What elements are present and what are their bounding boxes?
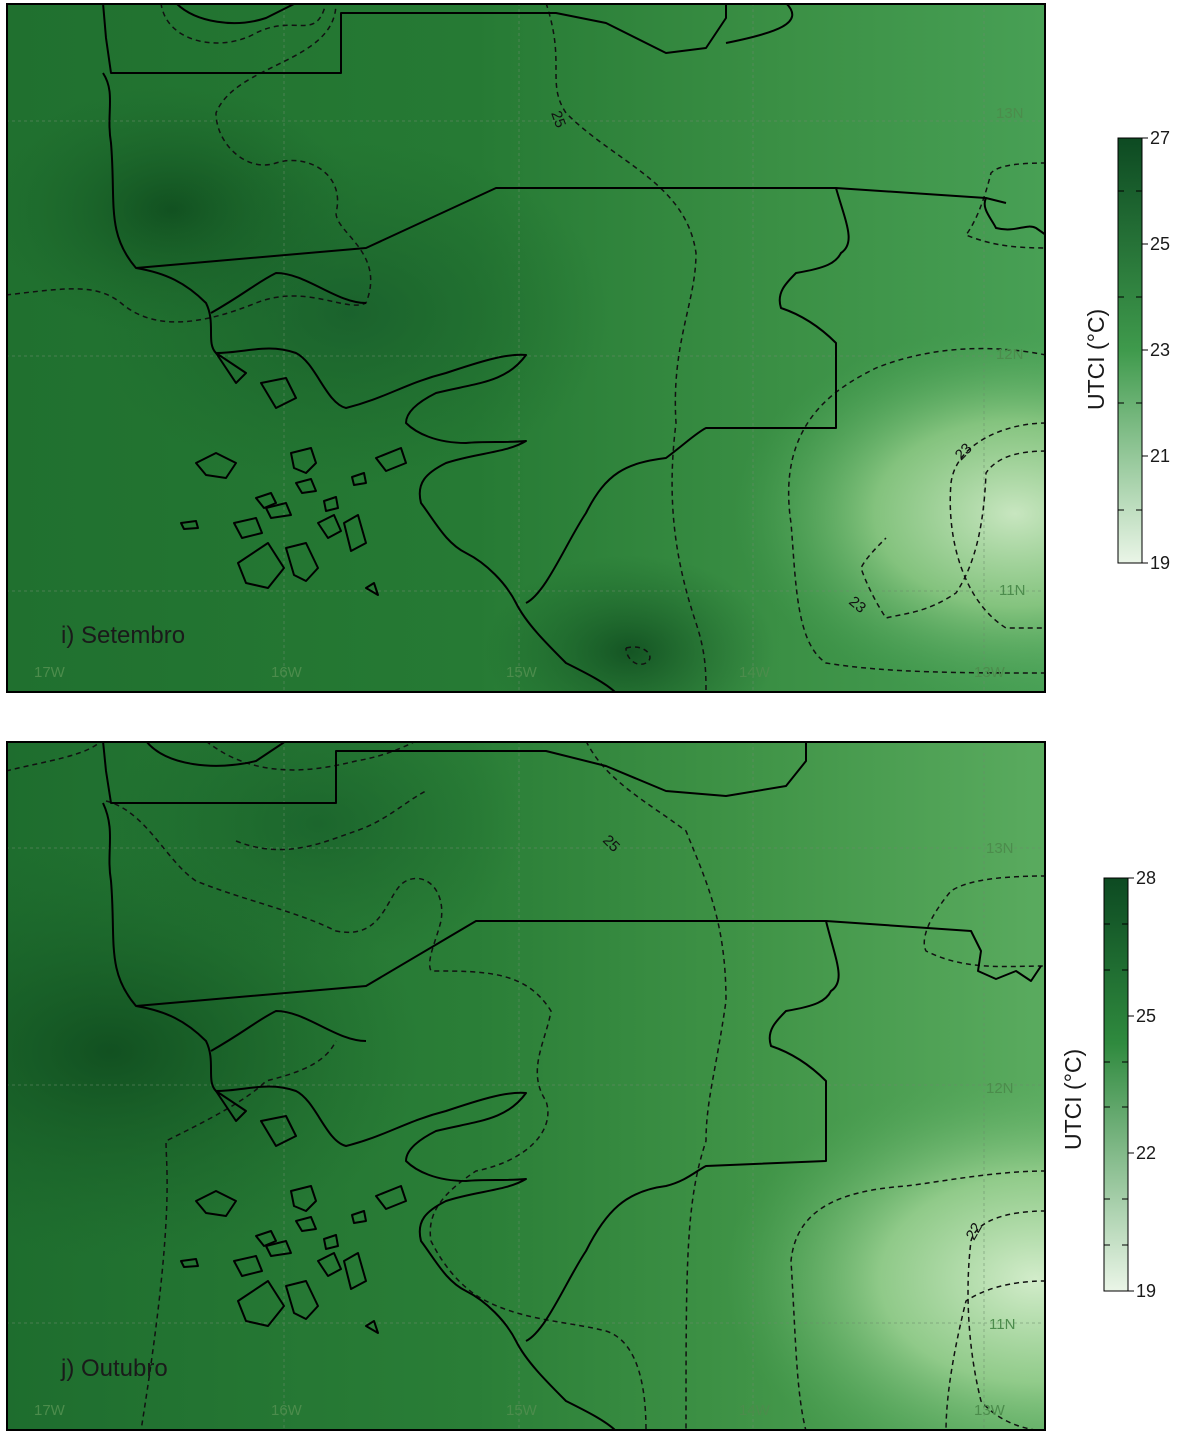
lon-label-14w: 14W (739, 664, 771, 681)
lat-label-13n: 13N (996, 105, 1024, 122)
tick-label-19: 19 (1136, 1281, 1156, 1301)
graticule (6, 741, 1046, 1431)
contour-22-outer (790, 1170, 1046, 1431)
lat-labels: 13N 12N 11N (996, 105, 1025, 599)
colorbar-ramp (1117, 137, 1143, 564)
colorbar-unit-label: UTCI (°C) (1083, 308, 1109, 410)
gambia-north-border (102, 3, 727, 74)
contour-22-inner (945, 1280, 1046, 1431)
tick-label-25: 25 (1150, 234, 1170, 254)
contour-east-lobe (923, 875, 1046, 968)
boundaries (102, 741, 1042, 1431)
panel-title: j) Outubro (60, 1355, 168, 1382)
contour-22-mid (967, 1210, 1046, 1431)
inner-loop-b (215, 1090, 247, 1122)
northeast-border (725, 3, 794, 44)
lat-label-11n: 11N (989, 1316, 1015, 1333)
utci-contours (6, 3, 1046, 693)
map-frame (6, 3, 1046, 693)
inner-loop-b (215, 352, 247, 384)
inner-loop-a (210, 272, 367, 314)
gambia-north-border (102, 741, 807, 804)
tick-label-21: 21 (1150, 446, 1170, 466)
colorbar-outubro: 28 25 22 19 UTCI (°C) (1060, 860, 1190, 1340)
lon-label-16w: 16W (271, 1402, 303, 1419)
contour-25-central (585, 741, 727, 1431)
lon-label-16w: 16W (271, 664, 303, 681)
lon-labels: 17W 16W 15W 14W 13W (34, 1402, 1006, 1419)
map-panel-outubro: j) Outubro 17W 16W 15W 14W 13W 13N 12N 1… (6, 741, 1046, 1431)
contour-label-22: 22 (963, 1220, 986, 1243)
colorbar-tick-labels: 28 25 22 19 (1136, 868, 1156, 1301)
colorbar-setembro: 27 25 23 21 19 UTCI (°C) (1080, 120, 1190, 590)
contour-25-loop (235, 790, 427, 851)
utci-contours (6, 741, 1046, 1431)
colorbar-tick-labels: 27 25 23 21 19 (1150, 128, 1170, 573)
colorbar-ticks (1118, 137, 1148, 564)
map-canvas-outubro: j) Outubro 17W 16W 15W 14W 13W 13N 12N 1… (6, 741, 1046, 1431)
tick-label-19: 19 (1150, 553, 1170, 573)
colorbar-svg-outubro: 28 25 22 19 (1103, 868, 1156, 1301)
lon-label-15w: 15W (506, 1402, 538, 1419)
lat-label-11n: 11N (999, 582, 1025, 599)
graticule (6, 3, 1046, 693)
guinea-east-border (983, 197, 1046, 236)
map-panel-setembro: i) Setembro 17W 16W 15W 14W 13W 13N 12N … (6, 3, 1046, 693)
tick-label-23: 23 (1150, 340, 1170, 360)
coastline (135, 267, 617, 693)
contour-25-central (545, 3, 707, 693)
gb-guinea-border (525, 920, 840, 1342)
lon-label-15w: 15W (506, 664, 538, 681)
utci-field-light-east (6, 3, 1046, 693)
tick-label-27: 27 (1150, 128, 1170, 148)
lon-label-13w: 13W (974, 664, 1006, 681)
contour-22-east (949, 422, 1046, 629)
tick-label-22: 22 (1136, 1143, 1156, 1163)
panel-title: i) Setembro (61, 622, 185, 649)
utci-field-light-east (6, 741, 1046, 1431)
lon-labels: 17W 16W 15W 14W 13W (34, 664, 1006, 681)
contour-north-b (205, 741, 417, 771)
gambia-river-north-bank (175, 3, 297, 24)
gb-guinea-border (525, 187, 850, 604)
contour-25-north (160, 3, 327, 44)
colorbar-svg-setembro: 27 25 23 21 19 (1117, 128, 1170, 573)
tick-label-28: 28 (1136, 868, 1156, 888)
inner-loop-c (260, 377, 297, 409)
gambia-river-north-bank (145, 741, 287, 767)
colorbar-ramp (1103, 877, 1129, 1292)
contour-north-a (6, 741, 102, 772)
senegal-gb-border (102, 802, 1042, 1007)
contour-25-main (6, 3, 372, 323)
contour-25-ring (105, 800, 647, 1431)
lon-label-17w: 17W (34, 1402, 66, 1419)
map-canvas-setembro: i) Setembro 17W 16W 15W 14W 13W 13N 12N … (6, 3, 1046, 693)
inner-loop-a (210, 1010, 367, 1052)
tick-label-25: 25 (1136, 1006, 1156, 1026)
contour-23-east (964, 162, 1046, 249)
lat-label-13n: 13N (986, 840, 1014, 857)
contour-west-arc (140, 1040, 337, 1431)
islands (180, 447, 407, 596)
contour-south-loop (625, 646, 651, 665)
lat-labels: 13N 12N 11N (986, 840, 1015, 1333)
inner-loop-c (260, 1115, 297, 1147)
boundaries (102, 3, 1046, 693)
contour-label-25: 25 (547, 109, 569, 130)
lon-label-14w: 14W (739, 1402, 771, 1419)
colorbar-ticks (1104, 877, 1134, 1292)
lon-label-13w: 13W (974, 1402, 1006, 1419)
islands (180, 1185, 407, 1334)
lat-label-12n: 12N (986, 1080, 1014, 1097)
coastline (135, 1005, 617, 1431)
lat-label-12n: 12N (996, 346, 1024, 363)
colorbar-unit-label: UTCI (°C) (1060, 1048, 1086, 1150)
lon-label-17w: 17W (34, 664, 66, 681)
